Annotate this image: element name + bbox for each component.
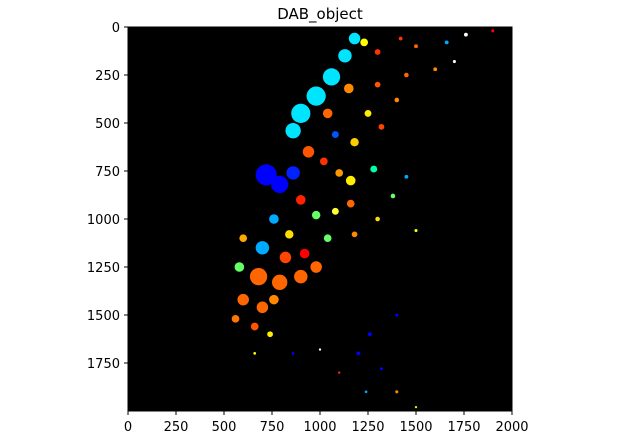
labeled-object bbox=[378, 123, 385, 130]
labeled-object bbox=[249, 267, 268, 286]
x-tick-label: 1750 bbox=[447, 420, 480, 435]
image-area bbox=[128, 27, 512, 411]
labeled-object bbox=[322, 108, 333, 119]
labeled-object bbox=[348, 32, 361, 45]
labeled-object bbox=[350, 137, 359, 147]
labeled-object bbox=[375, 216, 380, 222]
labeled-object bbox=[395, 313, 399, 317]
labeled-object bbox=[414, 228, 418, 233]
labeled-object bbox=[379, 367, 383, 371]
labeled-object bbox=[237, 293, 249, 306]
labeled-object bbox=[291, 103, 311, 123]
labeled-object bbox=[299, 248, 310, 259]
labeled-object bbox=[310, 261, 322, 273]
labeled-object bbox=[256, 301, 269, 314]
labeled-object bbox=[286, 166, 300, 180]
labeled-object bbox=[452, 60, 456, 64]
labeled-object bbox=[255, 241, 270, 255]
x-tick-label: 250 bbox=[164, 420, 189, 435]
y-tick-label: 1500 bbox=[87, 309, 120, 324]
y-axis: 0 250 500 750 1000 1250 1500 1750 bbox=[87, 21, 128, 372]
y-tick-label: 0 bbox=[112, 21, 120, 36]
labeled-object bbox=[414, 44, 418, 49]
labeled-object bbox=[360, 38, 368, 47]
labeled-object bbox=[272, 274, 288, 291]
y-tick-label: 1750 bbox=[87, 357, 120, 372]
labeled-object bbox=[338, 49, 352, 63]
chart-title: DAB_object bbox=[277, 5, 363, 24]
labeled-object bbox=[398, 36, 403, 41]
labeled-object bbox=[271, 175, 289, 194]
labeled-object bbox=[269, 214, 279, 224]
labeled-object bbox=[331, 207, 339, 215]
y-tick-label: 750 bbox=[95, 165, 120, 180]
labeled-object bbox=[491, 29, 495, 33]
labeled-object bbox=[335, 169, 344, 177]
labeled-object bbox=[374, 81, 381, 88]
labeled-object bbox=[368, 332, 372, 337]
labeled-object bbox=[338, 371, 341, 374]
labeled-object bbox=[364, 390, 368, 394]
x-tick-label: 1250 bbox=[351, 420, 384, 435]
object-layer bbox=[231, 29, 495, 409]
y-tick-label: 1250 bbox=[87, 261, 120, 276]
labeled-object bbox=[322, 68, 341, 86]
labeled-object bbox=[404, 72, 409, 78]
x-tick-label: 0 bbox=[124, 420, 132, 435]
labeled-object bbox=[395, 390, 399, 394]
labeled-object bbox=[323, 234, 332, 243]
labeled-object bbox=[345, 175, 356, 186]
labeled-object bbox=[285, 122, 301, 139]
labeled-object bbox=[404, 174, 409, 179]
labeled-object bbox=[414, 406, 418, 409]
labeled-object bbox=[255, 164, 277, 186]
labeled-object bbox=[374, 49, 381, 55]
labeled-object bbox=[253, 352, 257, 355]
labeled-object bbox=[356, 351, 361, 356]
y-tick-label: 1000 bbox=[87, 213, 120, 228]
labeled-object bbox=[234, 262, 245, 272]
labeled-object bbox=[351, 231, 358, 238]
labeled-object bbox=[279, 251, 292, 264]
labeled-object bbox=[346, 199, 355, 208]
labeled-object bbox=[390, 193, 396, 199]
y-tick-label: 250 bbox=[95, 69, 120, 84]
labeled-object bbox=[344, 83, 354, 94]
labeled-object bbox=[239, 234, 248, 243]
labeled-object bbox=[285, 230, 294, 239]
x-axis: 0 250 500 750 1000 1250 1500 1750 2000 bbox=[124, 411, 529, 435]
labeled-object bbox=[311, 210, 321, 220]
labeled-object bbox=[294, 269, 308, 284]
labeled-object bbox=[320, 157, 328, 166]
labeled-object bbox=[318, 348, 322, 351]
x-tick-label: 500 bbox=[212, 420, 237, 435]
labeled-object bbox=[433, 67, 438, 72]
labeled-object bbox=[231, 315, 240, 323]
x-tick-label: 2000 bbox=[495, 420, 528, 435]
labeled-object bbox=[296, 195, 306, 205]
labeled-object bbox=[444, 40, 449, 45]
labeled-object bbox=[302, 146, 315, 158]
labeled-object bbox=[464, 32, 468, 37]
x-tick-label: 1000 bbox=[303, 420, 336, 435]
x-tick-label: 1500 bbox=[399, 420, 432, 435]
labeled-object bbox=[394, 97, 400, 103]
labeled-object bbox=[250, 322, 259, 331]
labeled-object bbox=[291, 352, 295, 355]
y-tick-label: 500 bbox=[95, 117, 120, 132]
labeled-object bbox=[370, 165, 378, 173]
labeled-object bbox=[306, 86, 326, 106]
x-tick-label: 750 bbox=[260, 420, 285, 435]
labeled-object bbox=[364, 109, 372, 117]
labeled-object bbox=[331, 131, 339, 138]
labeled-object bbox=[267, 331, 273, 338]
labeled-object bbox=[269, 294, 279, 305]
